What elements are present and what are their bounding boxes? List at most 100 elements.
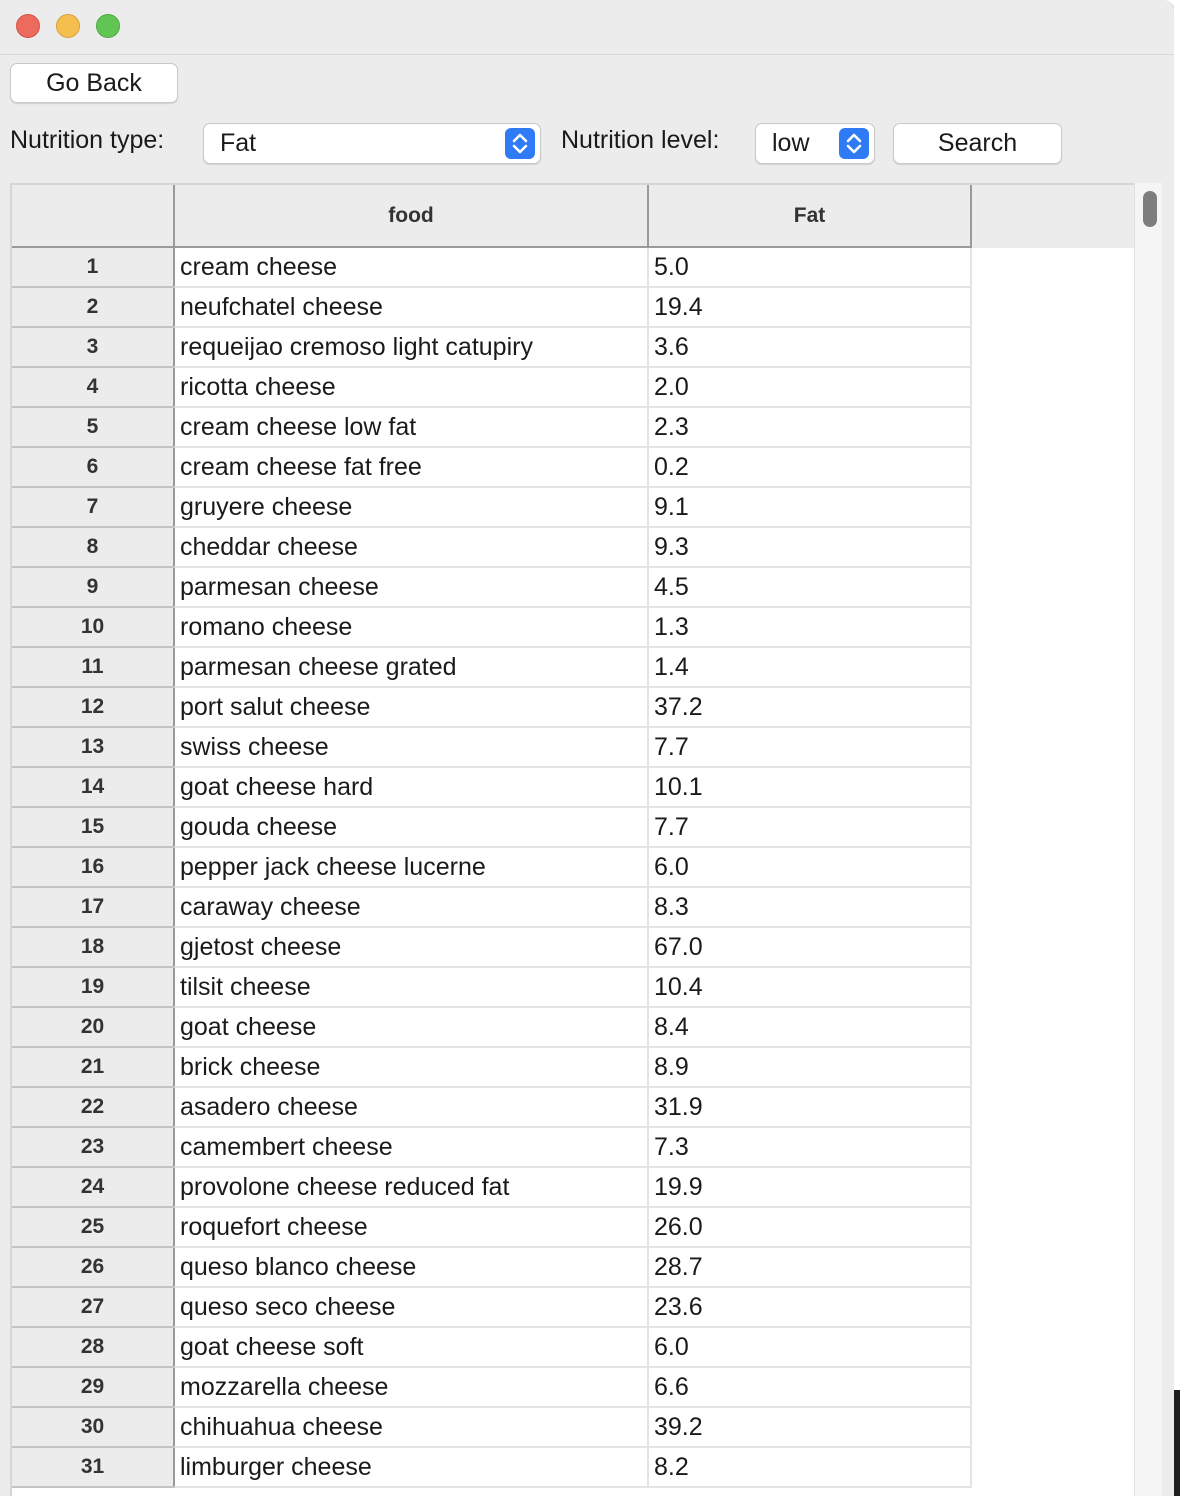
fat-cell[interactable]: 8.2	[648, 1447, 972, 1488]
row-index[interactable]: 29	[12, 1367, 175, 1408]
fat-cell[interactable]: 2.3	[648, 407, 972, 448]
food-cell[interactable]: caraway cheese	[174, 887, 649, 928]
table-row[interactable]: 25 roquefort cheese 26.0	[12, 1207, 972, 1248]
table-row[interactable]: 9 parmesan cheese 4.5	[12, 567, 972, 608]
table-row[interactable]: 7 gruyere cheese 9.1	[12, 487, 972, 528]
food-cell[interactable]: cream cheese fat free	[174, 447, 649, 488]
fat-cell[interactable]: 39.2	[648, 1407, 972, 1448]
table-row[interactable]: 24 provolone cheese reduced fat 19.9	[12, 1167, 972, 1208]
table-row[interactable]: 27 queso seco cheese 23.6	[12, 1287, 972, 1328]
row-index[interactable]: 26	[12, 1247, 175, 1288]
table-row[interactable]: 6 cream cheese fat free 0.2	[12, 447, 972, 488]
food-cell[interactable]: provolone cheese reduced fat	[174, 1167, 649, 1208]
minimize-dot-icon[interactable]	[56, 14, 80, 38]
nutrition-level-select[interactable]: low	[755, 123, 875, 164]
fat-cell[interactable]: 6.0	[648, 1327, 972, 1368]
fat-cell[interactable]: 7.7	[648, 727, 972, 768]
fat-cell[interactable]: 6.0	[648, 847, 972, 888]
header-corner[interactable]	[12, 185, 175, 248]
row-index[interactable]: 20	[12, 1007, 175, 1048]
row-index[interactable]: 9	[12, 567, 175, 608]
table-row[interactable]: 23 camembert cheese 7.3	[12, 1127, 972, 1168]
table-row[interactable]: 8 cheddar cheese 9.3	[12, 527, 972, 568]
fat-cell[interactable]: 9.1	[648, 487, 972, 528]
fat-cell[interactable]: 6.6	[648, 1367, 972, 1408]
food-cell[interactable]: cream cheese low fat	[174, 407, 649, 448]
row-index[interactable]: 28	[12, 1327, 175, 1368]
table-row[interactable]: 29 mozzarella cheese 6.6	[12, 1367, 972, 1408]
vertical-scrollbar[interactable]	[1134, 183, 1162, 1496]
food-cell[interactable]: parmesan cheese grated	[174, 647, 649, 688]
fat-cell[interactable]: 1.3	[648, 607, 972, 648]
fat-cell[interactable]: 4.5	[648, 567, 972, 608]
row-index[interactable]: 14	[12, 767, 175, 808]
row-index[interactable]: 19	[12, 967, 175, 1008]
fat-cell[interactable]: 26.0	[648, 1207, 972, 1248]
updown-chevron-icon[interactable]	[839, 128, 869, 159]
row-index[interactable]: 30	[12, 1407, 175, 1448]
row-index[interactable]: 12	[12, 687, 175, 728]
fat-cell[interactable]: 10.4	[648, 967, 972, 1008]
row-index[interactable]: 13	[12, 727, 175, 768]
table-row[interactable]: 31 limburger cheese 8.2	[12, 1447, 972, 1488]
table-row[interactable]: 21 brick cheese 8.9	[12, 1047, 972, 1088]
fat-cell[interactable]: 8.9	[648, 1047, 972, 1088]
table-row[interactable]: 10 romano cheese 1.3	[12, 607, 972, 648]
row-index[interactable]: 16	[12, 847, 175, 888]
fat-cell[interactable]: 5.0	[648, 247, 972, 288]
table-row[interactable]: 30 chihuahua cheese 39.2	[12, 1407, 972, 1448]
food-cell[interactable]: gruyere cheese	[174, 487, 649, 528]
header-fat[interactable]: Fat	[648, 185, 972, 248]
updown-chevron-icon[interactable]	[505, 128, 535, 159]
row-index[interactable]: 6	[12, 447, 175, 488]
row-index[interactable]: 31	[12, 1447, 175, 1488]
results-table-container[interactable]: food Fat 1 cream cheese 5.0 2 neufchatel che…	[10, 183, 1136, 1496]
food-cell[interactable]: gouda cheese	[174, 807, 649, 848]
food-cell[interactable]: gjetost cheese	[174, 927, 649, 968]
fat-cell[interactable]: 19.9	[648, 1167, 972, 1208]
food-cell[interactable]: cheddar cheese	[174, 527, 649, 568]
table-row[interactable]: 14 goat cheese hard 10.1	[12, 767, 972, 808]
food-cell[interactable]: pepper jack cheese lucerne	[174, 847, 649, 888]
food-cell[interactable]: chihuahua cheese	[174, 1407, 649, 1448]
row-index[interactable]: 4	[12, 367, 175, 408]
table-row[interactable]: 11 parmesan cheese grated 1.4	[12, 647, 972, 688]
food-cell[interactable]: goat cheese hard	[174, 767, 649, 808]
food-cell[interactable]: ricotta cheese	[174, 367, 649, 408]
food-cell[interactable]: swiss cheese	[174, 727, 649, 768]
fat-cell[interactable]: 37.2	[648, 687, 972, 728]
food-cell[interactable]: romano cheese	[174, 607, 649, 648]
table-row[interactable]: 5 cream cheese low fat 2.3	[12, 407, 972, 448]
table-row[interactable]: 20 goat cheese 8.4	[12, 1007, 972, 1048]
fat-cell[interactable]: 19.4	[648, 287, 972, 328]
food-cell[interactable]: mozzarella cheese	[174, 1367, 649, 1408]
row-index[interactable]: 3	[12, 327, 175, 368]
row-index[interactable]: 5	[12, 407, 175, 448]
fat-cell[interactable]: 7.3	[648, 1127, 972, 1168]
food-cell[interactable]: roquefort cheese	[174, 1207, 649, 1248]
row-index[interactable]: 27	[12, 1287, 175, 1328]
row-index[interactable]: 10	[12, 607, 175, 648]
fat-cell[interactable]: 3.6	[648, 327, 972, 368]
scrollbar-thumb[interactable]	[1143, 191, 1157, 227]
table-row[interactable]: 26 queso blanco cheese 28.7	[12, 1247, 972, 1288]
food-cell[interactable]: asadero cheese	[174, 1087, 649, 1128]
fat-cell[interactable]: 2.0	[648, 367, 972, 408]
table-row[interactable]: 13 swiss cheese 7.7	[12, 727, 972, 768]
row-index[interactable]: 22	[12, 1087, 175, 1128]
food-cell[interactable]: cream cheese	[174, 247, 649, 288]
row-index[interactable]: 8	[12, 527, 175, 568]
food-cell[interactable]: neufchatel cheese	[174, 287, 649, 328]
food-cell[interactable]: port salut cheese	[174, 687, 649, 728]
table-row[interactable]: 4 ricotta cheese 2.0	[12, 367, 972, 408]
fat-cell[interactable]: 10.1	[648, 767, 972, 808]
fat-cell[interactable]: 31.9	[648, 1087, 972, 1128]
fat-cell[interactable]: 8.4	[648, 1007, 972, 1048]
food-cell[interactable]: camembert cheese	[174, 1127, 649, 1168]
maximize-dot-icon[interactable]	[96, 14, 120, 38]
search-button[interactable]: Search	[893, 123, 1062, 164]
row-index[interactable]: 25	[12, 1207, 175, 1248]
food-cell[interactable]: queso seco cheese	[174, 1287, 649, 1328]
header-food[interactable]: food	[174, 185, 649, 248]
row-index[interactable]: 2	[12, 287, 175, 328]
